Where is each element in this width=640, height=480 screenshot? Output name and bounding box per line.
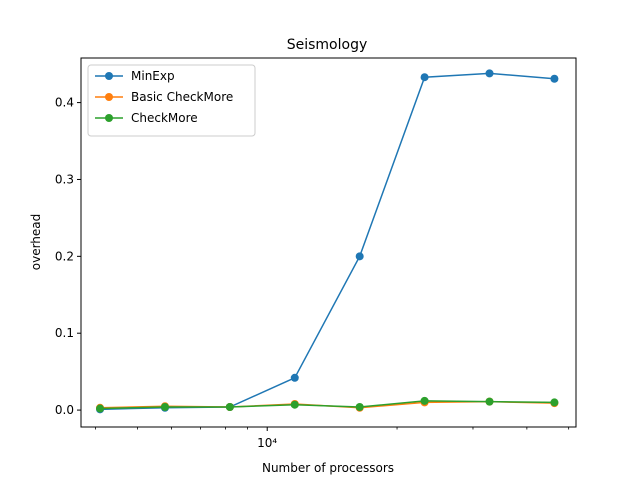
legend-label: CheckMore <box>131 111 198 125</box>
legend-label: Basic CheckMore <box>131 90 233 104</box>
data-point <box>355 403 364 412</box>
chart-title: Seismology <box>287 37 368 53</box>
y-tick-label: 0.2 <box>55 249 74 263</box>
y-tick-label: 0.4 <box>55 96 74 110</box>
plot-frame <box>80 57 577 428</box>
data-point <box>290 373 299 382</box>
data-point <box>355 252 364 261</box>
y-tick-label: 0.1 <box>55 326 74 340</box>
data-point <box>550 74 559 83</box>
y-tick-label: 0.3 <box>55 172 74 186</box>
legend-label: MinExp <box>131 69 175 83</box>
y-axis-label: overhead <box>29 214 43 271</box>
plot-area <box>96 69 559 414</box>
series-2 <box>96 396 559 413</box>
x-axis: 10⁴ <box>95 427 570 450</box>
x-axis-label: Number of processors <box>262 461 394 475</box>
data-point <box>420 73 429 82</box>
legend: MinExp Basic CheckMore CheckMore <box>87 64 256 137</box>
y-tick-label: 0.0 <box>55 403 74 417</box>
data-point <box>485 397 494 406</box>
legend-item: CheckMore <box>95 111 198 125</box>
legend-swatch-marker <box>105 114 113 122</box>
data-point <box>225 403 234 412</box>
data-point <box>420 396 429 405</box>
legend-swatch-marker <box>105 72 113 80</box>
x-tick-label: 10⁴ <box>257 436 277 450</box>
data-point <box>485 69 494 78</box>
series-line <box>100 400 555 410</box>
data-point <box>550 398 559 407</box>
data-point <box>160 403 169 412</box>
data-point <box>96 404 105 413</box>
y-axis: 0.0 0.1 0.2 0.3 0.4 <box>55 96 81 417</box>
legend-box <box>87 64 256 137</box>
legend-swatch-marker <box>105 93 113 101</box>
legend-item: Basic CheckMore <box>95 90 233 104</box>
legend-item: MinExp <box>95 69 175 83</box>
data-point <box>290 400 299 409</box>
